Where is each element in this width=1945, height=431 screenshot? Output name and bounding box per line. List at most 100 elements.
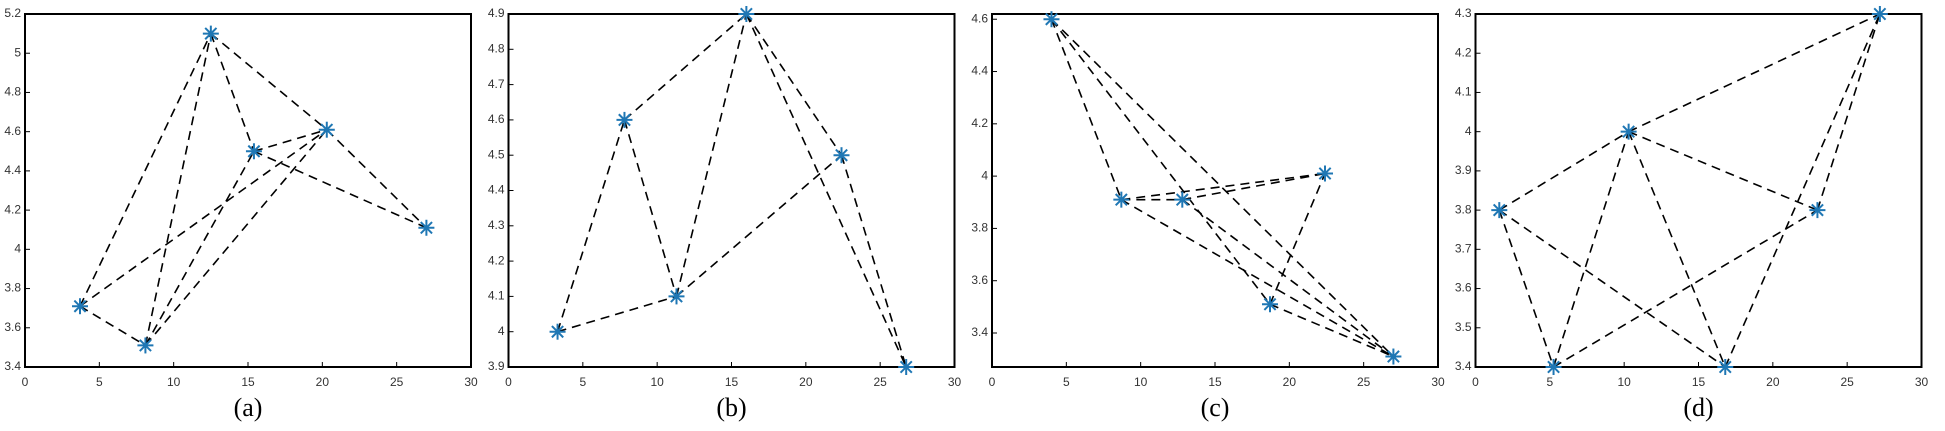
x-tick-label: 0 [505,375,512,389]
edge [675,13,748,297]
edge [210,32,328,131]
plot-frame [991,13,1439,368]
point [616,111,633,128]
x-tick-label: 5 [1063,375,1070,389]
point-stroke [1873,7,1887,21]
x-tick-label: 30 [948,375,962,389]
edge [144,129,328,346]
point [898,359,915,375]
x-tick-label: 15 [725,375,739,389]
point [1620,123,1637,140]
y-tick-label: 4.6 [971,11,988,25]
edge [79,305,146,347]
edge [79,33,212,307]
point [137,337,154,354]
edge [1724,13,1881,368]
y-tick-label: 4.2 [1455,45,1472,59]
y-tick-label: 5.2 [4,6,21,20]
point-stroke [1718,360,1732,374]
y-tick-label: 4 [498,324,505,338]
point-stroke [670,290,683,303]
point [418,219,435,236]
y-tick-label: 4.4 [971,64,988,78]
point [318,121,335,138]
point-stroke [1175,193,1189,207]
point [1317,165,1334,182]
x-tick-label: 10 [650,375,664,389]
edge [675,154,843,298]
y-tick-label: 4 [14,242,21,256]
point [1113,191,1130,208]
point-stroke [420,221,433,235]
point [1545,359,1562,375]
edge [745,13,843,156]
point [1809,202,1826,219]
point-stroke [1387,350,1400,363]
y-tick-label: 3.6 [4,320,21,334]
x-tick-label: 0 [22,375,29,389]
edge [1552,131,1630,368]
point-stroke [1045,12,1058,26]
x-tick-label: 0 [989,375,996,389]
point-stroke [139,339,152,352]
plot-frame [24,13,472,368]
edge [326,129,427,229]
x-tick-label: 10 [167,375,181,389]
edge [1121,172,1326,201]
edge [253,150,427,229]
edge [1050,18,1271,305]
x-tick-label: 15 [1692,375,1706,389]
x-tick-label: 20 [316,375,330,389]
y-tick-label: 4.9 [488,6,505,20]
y-tick-label: 4 [1465,124,1472,138]
edge [144,150,255,346]
x-tick-label: 20 [1283,375,1297,389]
point [833,147,850,164]
y-tick-label: 4.3 [488,218,505,232]
y-tick-label: 4.6 [4,124,21,138]
y-tick-label: 3.7 [1455,242,1472,256]
plot-frame [1474,13,1923,368]
point [202,25,219,42]
x-tick-label: 10 [1134,375,1148,389]
point-stroke [247,144,261,158]
y-tick-label: 4.1 [488,289,505,303]
y-tick-label: 3.9 [488,359,505,373]
point-stroke [73,299,87,313]
edge [1628,130,1818,211]
edge [556,119,626,332]
y-tick-label: 3.4 [4,359,21,373]
point-stroke [899,360,913,374]
edge [1627,131,1727,368]
edge [210,33,255,152]
y-tick-label: 4.8 [488,41,505,55]
edge [1628,13,1881,133]
x-tick-label: 10 [1617,375,1631,389]
edge [253,128,328,153]
caption: (c) [1201,393,1230,422]
y-tick-label: 4.4 [4,163,21,177]
plot-frame [507,13,956,368]
y-tick-label: 4.2 [4,202,21,216]
edge [1269,173,1326,305]
x-tick-label: 30 [1915,375,1929,389]
edge [1816,13,1881,211]
x-tick-label: 30 [464,375,478,389]
y-tick-label: 5 [14,45,21,59]
y-tick-label: 3.4 [971,325,988,339]
caption: (a) [234,393,263,422]
edge [1269,303,1394,358]
y-tick-label: 4 [981,168,988,182]
y-tick-label: 3.9 [1455,163,1472,177]
point [1385,348,1402,365]
y-tick-label: 4.4 [488,183,505,197]
x-tick-label: 15 [241,375,255,389]
x-tick-label: 25 [1840,375,1854,389]
point-stroke [551,325,564,339]
y-tick-label: 4.5 [488,147,505,161]
y-tick-label: 3.6 [971,273,988,287]
point-stroke [1547,360,1560,374]
x-tick-label: 25 [1357,375,1371,389]
edge [1181,199,1394,358]
